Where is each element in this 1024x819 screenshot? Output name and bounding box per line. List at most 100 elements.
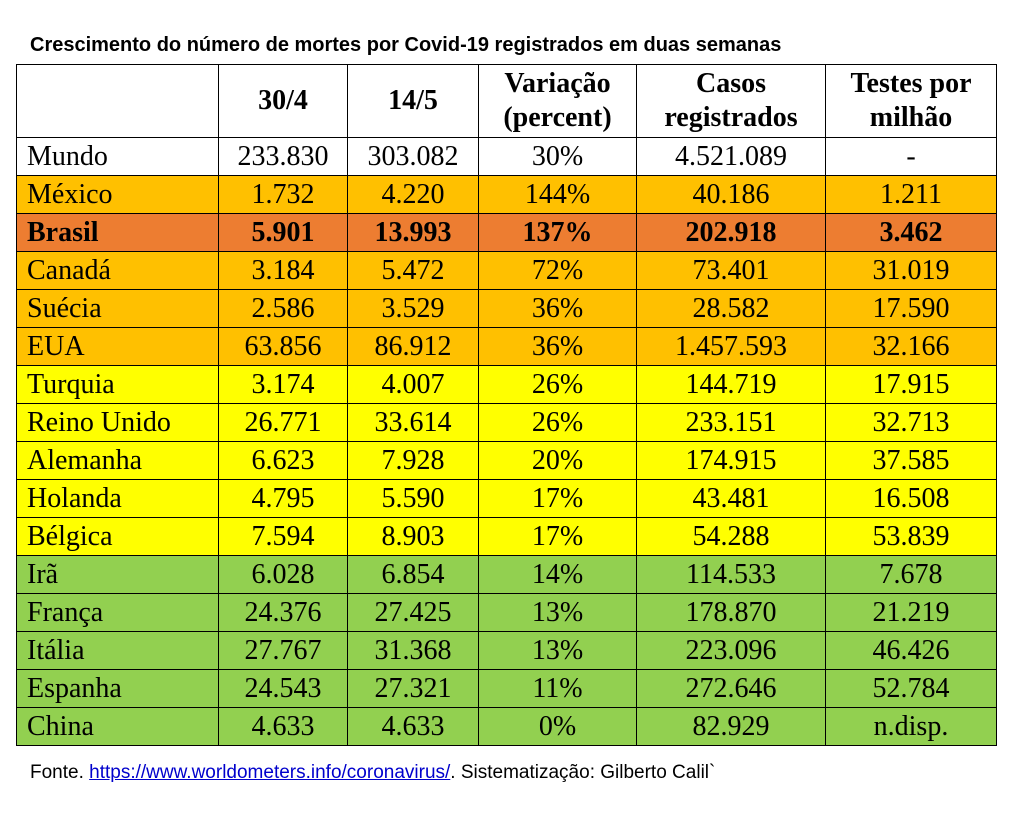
cell-variation: 26% <box>478 403 637 442</box>
table-row: Alemanha 6.623 7.928 20% 174.915 37.585 <box>16 441 997 480</box>
table-row: Turquia 3.174 4.007 26% 144.719 17.915 <box>16 365 997 404</box>
cell-deaths-30-4: 3.174 <box>218 365 348 404</box>
cell-variation: 13% <box>478 631 637 670</box>
cell-variation: 17% <box>478 517 637 556</box>
cell-deaths-14-5: 6.854 <box>347 555 479 594</box>
cell-deaths-30-4: 2.586 <box>218 289 348 328</box>
cell-cases: 4.521.089 <box>636 137 826 176</box>
cell-cases: 178.870 <box>636 593 826 632</box>
footer-prefix: Fonte. <box>30 762 90 783</box>
cell-tests-per-million: n.disp. <box>825 707 997 746</box>
cell-country: Espanha <box>16 669 219 708</box>
header-date-30-4: 30/4 <box>218 64 348 138</box>
cell-deaths-14-5: 303.082 <box>347 137 479 176</box>
cell-tests-per-million: 32.166 <box>825 327 997 366</box>
cell-tests-per-million: 7.678 <box>825 555 997 594</box>
cell-country: México <box>16 175 219 214</box>
cell-country: Suécia <box>16 289 219 328</box>
table-body: Mundo 233.830 303.082 30% 4.521.089- México 1.… <box>16 137 997 746</box>
cell-tests-per-million: 1.211 <box>825 175 997 214</box>
cell-country: França <box>16 593 219 632</box>
cell-variation: 14% <box>478 555 637 594</box>
cell-tests-per-million: 53.839 <box>825 517 997 556</box>
cell-country: Brasil <box>16 213 219 252</box>
cell-deaths-14-5: 31.368 <box>347 631 479 670</box>
source-link[interactable]: https://www.worldometers.info/coronaviru… <box>89 762 451 783</box>
table-row: Brasil 5.901 13.993 137% 202.918 3.462 <box>16 213 997 252</box>
cell-country: Reino Unido <box>16 403 219 442</box>
footer-suffix: . Sistematização: Gilberto Calil` <box>450 762 716 783</box>
cell-deaths-14-5: 5.590 <box>347 479 479 518</box>
cell-tests-per-million: 16.508 <box>825 479 997 518</box>
cell-deaths-14-5: 4.633 <box>347 707 479 746</box>
cell-country: Bélgica <box>16 517 219 556</box>
table-row: Itália 27.767 31.368 13% 223.096 46.426 <box>16 631 997 670</box>
cell-deaths-14-5: 4.007 <box>347 365 479 404</box>
header-date-14-5: 14/5 <box>347 64 479 138</box>
cell-cases: 233.151 <box>636 403 826 442</box>
cell-cases: 28.582 <box>636 289 826 328</box>
table-row: França 24.376 27.425 13% 178.870 21.219 <box>16 593 997 632</box>
cell-deaths-14-5: 33.614 <box>347 403 479 442</box>
cell-cases: 1.457.593 <box>636 327 826 366</box>
cell-tests-per-million: 3.462 <box>825 213 997 252</box>
cell-deaths-14-5: 27.321 <box>347 669 479 708</box>
cell-variation: 72% <box>478 251 637 290</box>
cell-deaths-30-4: 5.901 <box>218 213 348 252</box>
cell-deaths-30-4: 24.376 <box>218 593 348 632</box>
header-variation: Variação (percent) <box>478 64 637 138</box>
table-row: Holanda 4.795 5.590 17% 43.481 16.508 <box>16 479 997 518</box>
cell-deaths-14-5: 86.912 <box>347 327 479 366</box>
cell-deaths-14-5: 4.220 <box>347 175 479 214</box>
cell-deaths-30-4: 4.795 <box>218 479 348 518</box>
cell-deaths-30-4: 27.767 <box>218 631 348 670</box>
cell-deaths-30-4: 7.594 <box>218 517 348 556</box>
cell-variation: 17% <box>478 479 637 518</box>
table-header-row: 30/4 14/5 Variação (percent) Casos regis… <box>16 64 997 138</box>
cell-cases: 272.646 <box>636 669 826 708</box>
source-footer: Fonte. https://www.worldometers.info/cor… <box>30 762 715 784</box>
table-row: Suécia 2.586 3.529 36% 28.582 17.590 <box>16 289 997 328</box>
header-cases: Casos registrados <box>636 64 826 138</box>
cell-cases: 82.929 <box>636 707 826 746</box>
cell-country: EUA <box>16 327 219 366</box>
cell-deaths-30-4: 6.028 <box>218 555 348 594</box>
cell-country: Mundo <box>16 137 219 176</box>
cell-deaths-30-4: 3.184 <box>218 251 348 290</box>
cell-deaths-30-4: 233.830 <box>218 137 348 176</box>
cell-cases: 54.288 <box>636 517 826 556</box>
table-row: Espanha 24.543 27.321 11% 272.646 52.784 <box>16 669 997 708</box>
table-row: Mundo 233.830 303.082 30% 4.521.089- <box>16 137 997 176</box>
table-row: Canadá 3.184 5.472 72% 73.401 31.019 <box>16 251 997 290</box>
cell-deaths-30-4: 24.543 <box>218 669 348 708</box>
table-row: Bélgica 7.594 8.903 17% 54.288 53.839 <box>16 517 997 556</box>
cell-deaths-14-5: 5.472 <box>347 251 479 290</box>
header-country <box>16 64 219 138</box>
cell-deaths-14-5: 3.529 <box>347 289 479 328</box>
cell-cases: 73.401 <box>636 251 826 290</box>
cell-variation: 144% <box>478 175 637 214</box>
cell-tests-per-million: 52.784 <box>825 669 997 708</box>
table-row: México 1.732 4.220 144% 40.186 1.211 <box>16 175 997 214</box>
cell-cases: 223.096 <box>636 631 826 670</box>
cell-tests-per-million: 32.713 <box>825 403 997 442</box>
cell-country: Irã <box>16 555 219 594</box>
covid-deaths-table: 30/4 14/5 Variação (percent) Casos regis… <box>16 64 997 746</box>
cell-tests-per-million: 46.426 <box>825 631 997 670</box>
cell-cases: 43.481 <box>636 479 826 518</box>
table-row: EUA 63.856 86.912 36% 1.457.593 32.166 <box>16 327 997 366</box>
table-row: Reino Unido 26.771 33.614 26% 233.151 32.713 <box>16 403 997 442</box>
cell-tests-per-million: 21.219 <box>825 593 997 632</box>
cell-tests-per-million: - <box>825 137 997 176</box>
header-tests: Testes por milhão <box>825 64 997 138</box>
cell-variation: 26% <box>478 365 637 404</box>
cell-country: Holanda <box>16 479 219 518</box>
cell-variation: 30% <box>478 137 637 176</box>
cell-variation: 36% <box>478 289 637 328</box>
cell-country: Itália <box>16 631 219 670</box>
cell-cases: 114.533 <box>636 555 826 594</box>
cell-deaths-14-5: 13.993 <box>347 213 479 252</box>
cell-tests-per-million: 37.585 <box>825 441 997 480</box>
cell-country: China <box>16 707 219 746</box>
cell-deaths-30-4: 63.856 <box>218 327 348 366</box>
